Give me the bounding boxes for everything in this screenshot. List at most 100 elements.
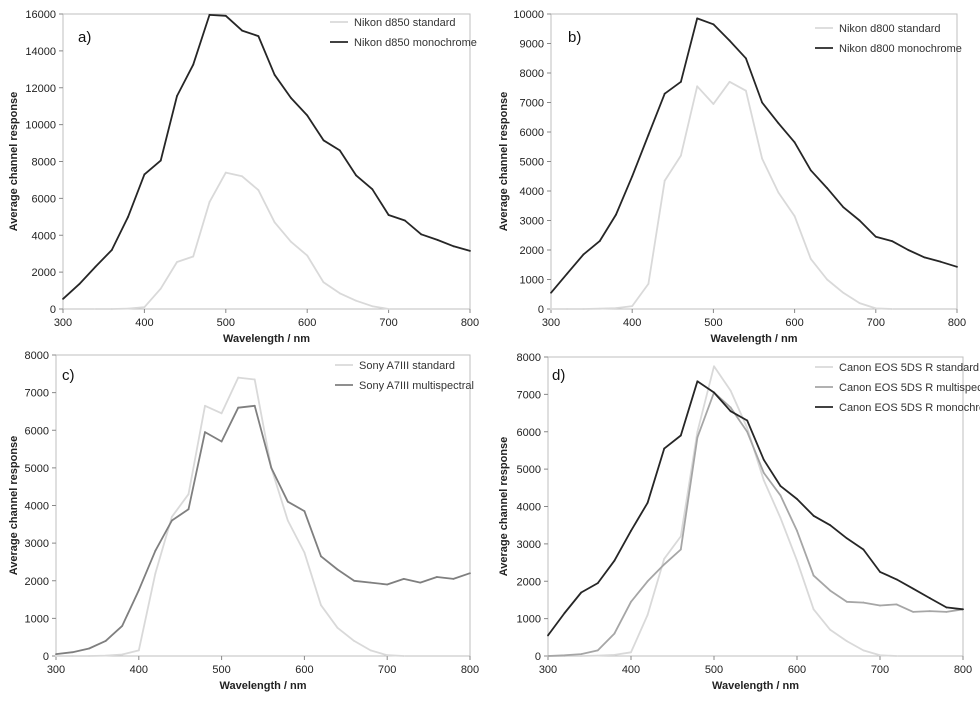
y-axis-title: Average channel response [498,92,510,232]
data-point [796,529,798,532]
data-point [895,603,898,606]
data-point [596,582,599,585]
data-point [679,434,682,437]
data-point [874,235,877,238]
y-axis-title: Average channel response [8,92,20,232]
data-point [928,610,931,613]
y-tick-label: 7000 [520,98,544,110]
y-tick-label: 3000 [520,216,544,228]
x-tick-label: 500 [212,664,230,676]
series-line [95,171,389,310]
x-tick-label: 400 [623,317,641,329]
data-point [647,283,650,285]
y-tick-label: 6000 [517,427,541,439]
x-tick-label: 700 [378,664,396,676]
data-point [842,291,845,294]
data-point [796,559,798,562]
data-point [220,412,223,415]
data-point [793,215,796,217]
data-point [829,628,832,631]
series-line [547,380,964,636]
y-tick-label: 2000 [520,245,544,257]
data-point [355,174,357,177]
y-tick-label: 2000 [25,576,49,588]
series-group [550,80,893,310]
data-point [176,95,178,97]
chart-svg: 300 400 500 600 700 8000200040006000800010000… [8,9,479,345]
data-point [273,221,276,224]
data-point [729,410,732,413]
y-tick-label: 4000 [32,230,56,242]
data-point [369,649,372,652]
y-tick-label: 7000 [25,388,49,400]
data-point [369,581,372,584]
data-point [928,597,931,599]
y-tick-label: 16000 [25,9,56,21]
data-point [729,406,732,409]
y-axis-title: Average channel response [8,436,20,576]
y-tick-label: 3000 [517,539,541,551]
legend-label: Canon EOS 5DS R monochrome [839,402,980,414]
data-point [220,440,223,443]
y-tick-label: 10000 [513,9,544,21]
data-point [729,389,732,392]
data-point [322,281,325,284]
data-point [55,655,57,657]
data-point [419,581,422,584]
data-point [761,157,764,160]
data-point [809,257,812,260]
data-point [862,601,865,604]
x-tick-label: 800 [461,317,479,329]
chart-panel-d: 300 400 500 600 700 800 0 1000 2000 3000 4000 5000 6… [490,350,980,706]
data-point [322,139,325,142]
data-point [469,572,471,575]
data-point [137,589,140,592]
data-point [809,169,812,172]
data-point [812,514,815,517]
data-point [663,179,666,182]
y-tick-label: 3000 [25,538,49,550]
data-point [110,308,113,310]
x-tick-label: 600 [298,317,316,329]
data-point [353,640,355,642]
data-point [110,249,113,251]
data-point [88,655,91,657]
data-point [812,608,815,611]
legend-label: Nikon d850 monochrome [354,37,477,49]
data-point [306,254,309,257]
plot-area [55,354,471,657]
data-point [679,535,682,538]
data-point [613,632,616,635]
data-point [945,606,948,609]
data-point [663,92,666,95]
y-tick-label: 1000 [517,614,541,626]
data-point [94,265,97,268]
x-tick-label: 400 [130,664,148,676]
y-tick-label: 8000 [25,350,49,362]
data-point [187,493,190,496]
x-tick-label: 500 [705,664,723,676]
x-tick-label: 700 [871,664,889,676]
data-point [55,653,57,656]
legend-label: Nikon d850 standard [354,17,456,29]
y-tick-label: 1000 [25,613,49,625]
legend-label: Sony A7III standard [359,360,455,372]
data-point [104,640,107,642]
series-group [547,380,964,637]
data-point [320,604,322,607]
series-group [94,171,390,310]
y-tick-label: 7000 [517,389,541,401]
data-point [680,154,682,157]
data-point [907,249,910,251]
chart-svg: 300 400 500 600 700 8000100020003000400050006… [498,352,980,692]
data-point [631,175,634,178]
data-point [127,215,130,218]
data-point [598,240,601,243]
series-line [56,376,404,657]
y-tick-label: 6000 [32,193,56,205]
data-point [208,201,211,203]
series-group [55,404,471,656]
y-tick-label: 2000 [32,267,56,279]
data-point [598,307,601,310]
data-point [241,175,243,178]
